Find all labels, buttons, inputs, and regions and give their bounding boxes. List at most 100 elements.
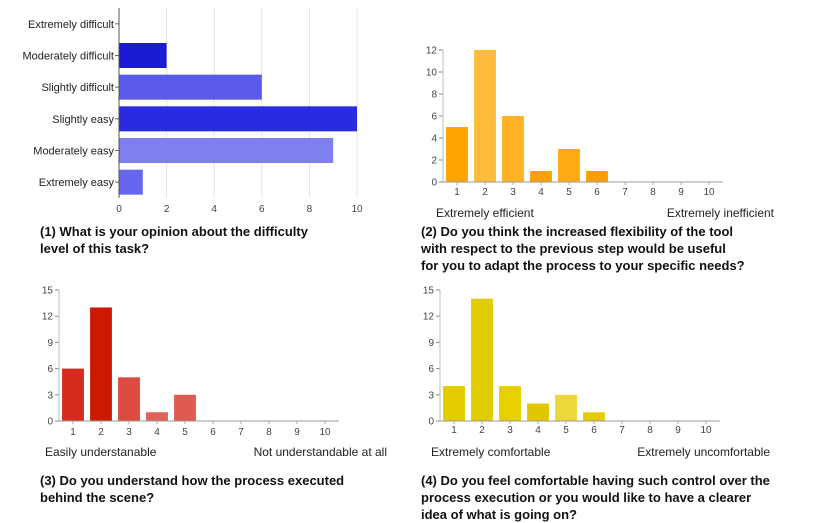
caption-2-line-1: (2) Do you think the increased flexibili… <box>421 224 734 239</box>
chart-2-bar <box>530 171 552 182</box>
caption-2-line-2: with respect to the previous step would … <box>421 241 726 256</box>
chart-2-high-anchor-label: Extremely inefficient <box>667 206 775 220</box>
chart-2-bar <box>558 149 580 182</box>
chart-1-x-tick-label: 10 <box>351 204 363 215</box>
chart-1-category-label: Moderately difficult <box>22 51 114 63</box>
chart-4-x-tick-label: 6 <box>591 425 597 436</box>
chart-3-x-tick-label: 7 <box>238 427 244 438</box>
chart-2-y-tick-label: 8 <box>431 90 437 101</box>
chart-1-x-tick-label: 6 <box>259 204 265 215</box>
chart-3-y-tick-label: 6 <box>47 364 53 375</box>
chart-2-y-tick-label: 0 <box>431 178 437 189</box>
chart-1-bar <box>119 43 167 68</box>
chart-3-bar <box>174 394 196 421</box>
chart-2-bar <box>474 50 496 182</box>
chart-3-y-tick-label: 3 <box>47 390 53 401</box>
chart-4-bar <box>443 386 465 421</box>
chart-3-bar <box>62 368 84 421</box>
chart-4-y-tick-label: 0 <box>428 417 434 428</box>
chart-3-x-tick-label: 5 <box>182 427 188 438</box>
chart-2-x-tick-label: 6 <box>594 187 600 198</box>
chart-3-low-anchor-label: Easily understanable <box>45 445 157 459</box>
chart-4-bar <box>471 298 493 421</box>
caption-1: (1) What is your opinion about the diffi… <box>40 223 308 257</box>
chart-4-bar <box>583 412 605 421</box>
chart-2-low-anchor-label: Extremely efficient <box>436 206 534 220</box>
chart-4-x-tick-label: 3 <box>507 425 513 436</box>
chart-4-x-tick-label: 9 <box>675 425 681 436</box>
chart-2-y-tick-label: 6 <box>431 112 437 123</box>
chart-1-x-tick-label: 4 <box>211 204 217 215</box>
chart-3-x-tick-label: 4 <box>154 427 160 438</box>
chart-4-x-tick-label: 10 <box>700 425 712 436</box>
chart-3-x-tick-label: 1 <box>70 427 76 438</box>
chart-2-x-tick-label: 1 <box>454 187 460 198</box>
chart-1-difficulty: 0 2 4 6 8 10 Extremely difficult Moderately dif… <box>22 8 363 215</box>
chart-4-bar <box>555 394 577 421</box>
caption-3: (3) Do you understand how the process ex… <box>40 472 344 506</box>
caption-1-line-2: level of this task? <box>40 241 150 256</box>
chart-1-category-label: Slightly easy <box>52 114 114 126</box>
chart-2-x-tick-label: 9 <box>678 187 684 198</box>
chart-3-bar <box>146 412 168 421</box>
chart-2-x-tick-label: 2 <box>482 187 488 198</box>
chart-4-x-tick-label: 4 <box>535 425 541 436</box>
caption-3-line-1: (3) Do you understand how the process ex… <box>40 473 345 488</box>
chart-1-bar <box>119 106 357 132</box>
chart-2-y-tick-label: 2 <box>431 156 437 167</box>
chart-4-high-anchor-label: Extremely uncomfortable <box>637 445 770 459</box>
chart-4-y-tick-label: 3 <box>428 390 434 401</box>
chart-3-y-tick-label: 15 <box>42 286 54 297</box>
chart-3-x-tick-label: 6 <box>210 427 216 438</box>
chart-3-y-tick-label: 12 <box>42 312 54 323</box>
chart-2-y-tick-label: 4 <box>431 134 437 145</box>
chart-2-x-tick-label: 8 <box>650 187 656 198</box>
chart-1-bar <box>119 169 143 195</box>
chart-4-x-tick-label: 8 <box>647 425 653 436</box>
chart-2-x-tick-label: 10 <box>703 187 715 198</box>
chart-1-x-tick-label: 2 <box>164 204 170 215</box>
chart-2-x-tick-label: 4 <box>538 187 544 198</box>
caption-2: (2) Do you think the increased flexibili… <box>421 223 745 274</box>
chart-2-bar <box>502 116 524 182</box>
chart-4-y-tick-label: 6 <box>428 364 434 375</box>
chart-4-bar <box>527 403 549 421</box>
chart-3-x-tick-label: 10 <box>319 427 331 438</box>
chart-4-low-anchor-label: Extremely comfortable <box>431 445 551 459</box>
chart-4-x-tick-label: 1 <box>451 425 457 436</box>
chart-2-x-tick-label: 7 <box>622 187 628 198</box>
chart-3-x-tick-label: 3 <box>126 427 132 438</box>
chart-3-x-tick-label: 2 <box>98 427 104 438</box>
chart-2-bar <box>586 171 608 182</box>
caption-2-line-3: for you to adapt the process to your spe… <box>421 258 745 273</box>
chart-3-high-anchor-label: Not understandable at all <box>254 445 387 459</box>
chart-1-category-label: Extremely difficult <box>28 19 114 31</box>
caption-1-line-1: (1) What is your opinion about the diffi… <box>40 224 308 239</box>
chart-1-category-label: Moderately easy <box>33 146 114 158</box>
chart-3-bar <box>118 377 140 421</box>
chart-3-x-tick-label: 9 <box>294 427 300 438</box>
caption-4-line-2: process execution or you would like to h… <box>421 490 752 505</box>
chart-1-category-label: Slightly difficult <box>41 82 114 94</box>
chart-3-y-tick-label: 0 <box>47 417 53 428</box>
caption-4-line-3: idea of what is going on? <box>421 507 577 522</box>
chart-4-y-tick-label: 12 <box>423 312 435 323</box>
chart-2-bar <box>446 127 468 182</box>
chart-4-x-tick-label: 5 <box>563 425 569 436</box>
chart-4-y-tick-label: 9 <box>428 338 434 349</box>
chart-1-bar <box>119 74 262 100</box>
chart-4-x-tick-label: 7 <box>619 425 625 436</box>
chart-3-x-tick-label: 8 <box>266 427 272 438</box>
chart-1-x-tick-label: 0 <box>116 204 122 215</box>
caption-4: (4) Do you feel comfortable having such … <box>421 472 770 523</box>
caption-4-line-1: (4) Do you feel comfortable having such … <box>421 473 770 488</box>
chart-2-x-tick-label: 5 <box>566 187 572 198</box>
chart-2-y-tick-label: 10 <box>426 68 438 79</box>
chart-4-x-tick-label: 2 <box>479 425 485 436</box>
chart-4-y-tick-label: 15 <box>423 286 435 297</box>
caption-3-line-2: behind the scene? <box>40 490 155 505</box>
